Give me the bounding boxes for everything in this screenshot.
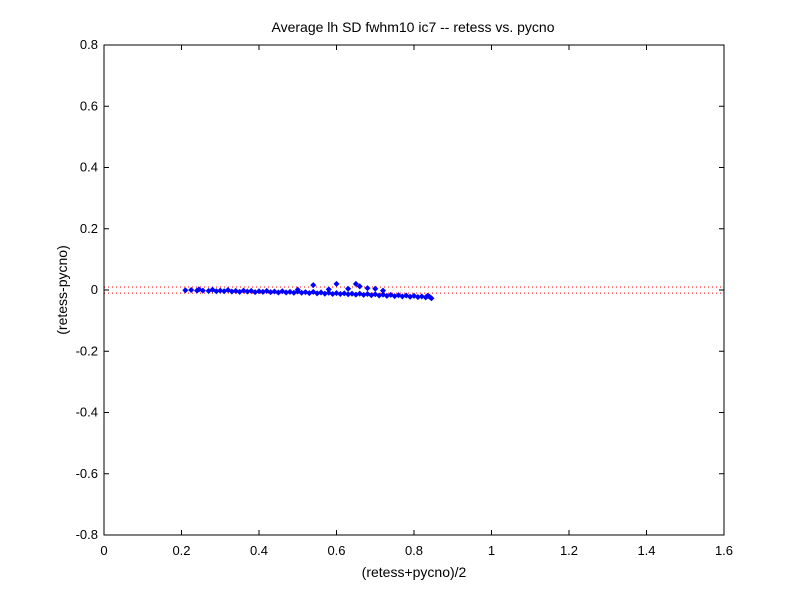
reference-lines: [104, 286, 724, 294]
x-axis-label: (retess+pycno)/2: [362, 564, 467, 580]
x-tick-label: 1.6: [715, 543, 733, 558]
data-point: [345, 285, 352, 292]
y-tick-label: -0.8: [76, 527, 98, 542]
data-point: [325, 286, 332, 293]
x-tick-label: 0.6: [327, 543, 345, 558]
data-point: [209, 286, 216, 293]
data-point: [182, 287, 189, 294]
data-point: [364, 285, 371, 292]
data-point: [333, 280, 340, 287]
y-tick-label: 0.4: [80, 160, 98, 175]
data-point: [356, 283, 363, 290]
y-axis-ticks: -0.8 -0.6 -0.4 -0.2 0 0.2 0.4 0.6 0.8: [76, 37, 724, 542]
x-tick-label: 0.8: [405, 543, 423, 558]
data-point: [217, 287, 224, 294]
y-tick-label: 0: [91, 282, 98, 297]
x-tick-label: 0.4: [250, 543, 268, 558]
y-tick-label: -0.6: [76, 466, 98, 481]
data-point: [424, 292, 431, 299]
data-point: [240, 287, 247, 294]
plot-area: 0 0.2 0.4 0.6 0.8 1 1.2 1.4 1.6 -0.8 -0.6 -0.4 -0.2…: [76, 37, 733, 558]
data-points: [182, 280, 435, 302]
x-tick-label: 0: [100, 543, 107, 558]
x-tick-label: 0.2: [172, 543, 190, 558]
x-axis-ticks: 0 0.2 0.4 0.6 0.8 1 1.2 1.4 1.6: [100, 45, 733, 558]
chart-title: Average lh SD fwhm10 ic7 -- retess vs. p…: [272, 19, 555, 35]
data-point: [310, 282, 317, 289]
data-point: [428, 295, 435, 302]
data-point: [352, 280, 359, 287]
data-point: [372, 285, 379, 292]
y-tick-label: 0.2: [80, 221, 98, 236]
data-point: [199, 287, 206, 294]
y-tick-label: 0.6: [80, 98, 98, 113]
data-point: [379, 287, 387, 294]
x-tick-label: 1: [488, 543, 495, 558]
y-tick-label: -0.2: [76, 343, 98, 358]
data-point: [255, 288, 263, 295]
y-tick-label: -0.4: [76, 405, 98, 420]
x-tick-label: 1.2: [560, 543, 578, 558]
data-point: [294, 286, 301, 293]
data-point: [188, 286, 195, 294]
y-tick-label: 0.8: [80, 37, 98, 52]
y-axis-label: (retess-pycno): [54, 245, 70, 334]
x-tick-label: 1.4: [637, 543, 655, 558]
